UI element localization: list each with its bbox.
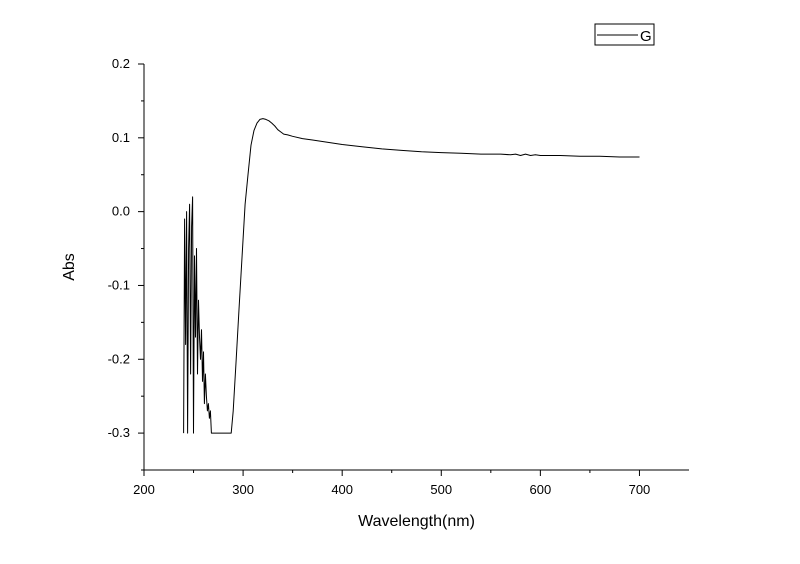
x-tick-label: 400 xyxy=(331,482,353,497)
y-axis-title: Abs xyxy=(61,253,78,281)
series-line-G xyxy=(183,118,640,434)
x-tick-label: 600 xyxy=(530,482,552,497)
x-axis-title: Wavelength(nm) xyxy=(358,513,475,530)
x-tick-label: 200 xyxy=(133,482,155,497)
y-tick-label: 0.2 xyxy=(112,56,130,71)
x-tick-label: 700 xyxy=(629,482,651,497)
y-tick-label: 0.1 xyxy=(112,130,130,145)
legend: G xyxy=(594,23,655,46)
y-tick-label: -0.3 xyxy=(108,425,130,440)
y-tick-label: 0.0 xyxy=(112,204,130,219)
x-tick-label: 300 xyxy=(232,482,254,497)
plot-area xyxy=(183,118,640,434)
y-tick-label: -0.1 xyxy=(108,277,130,292)
x-ticks: 200 300 400 500 600 700 xyxy=(133,470,650,497)
x-tick-label: 500 xyxy=(430,482,452,497)
legend-label: G xyxy=(640,28,652,45)
y-tick-label: -0.2 xyxy=(108,351,130,366)
axes xyxy=(143,64,689,471)
y-ticks: -0.3 -0.2 -0.1 0.0 0.1 0.2 xyxy=(108,56,144,471)
